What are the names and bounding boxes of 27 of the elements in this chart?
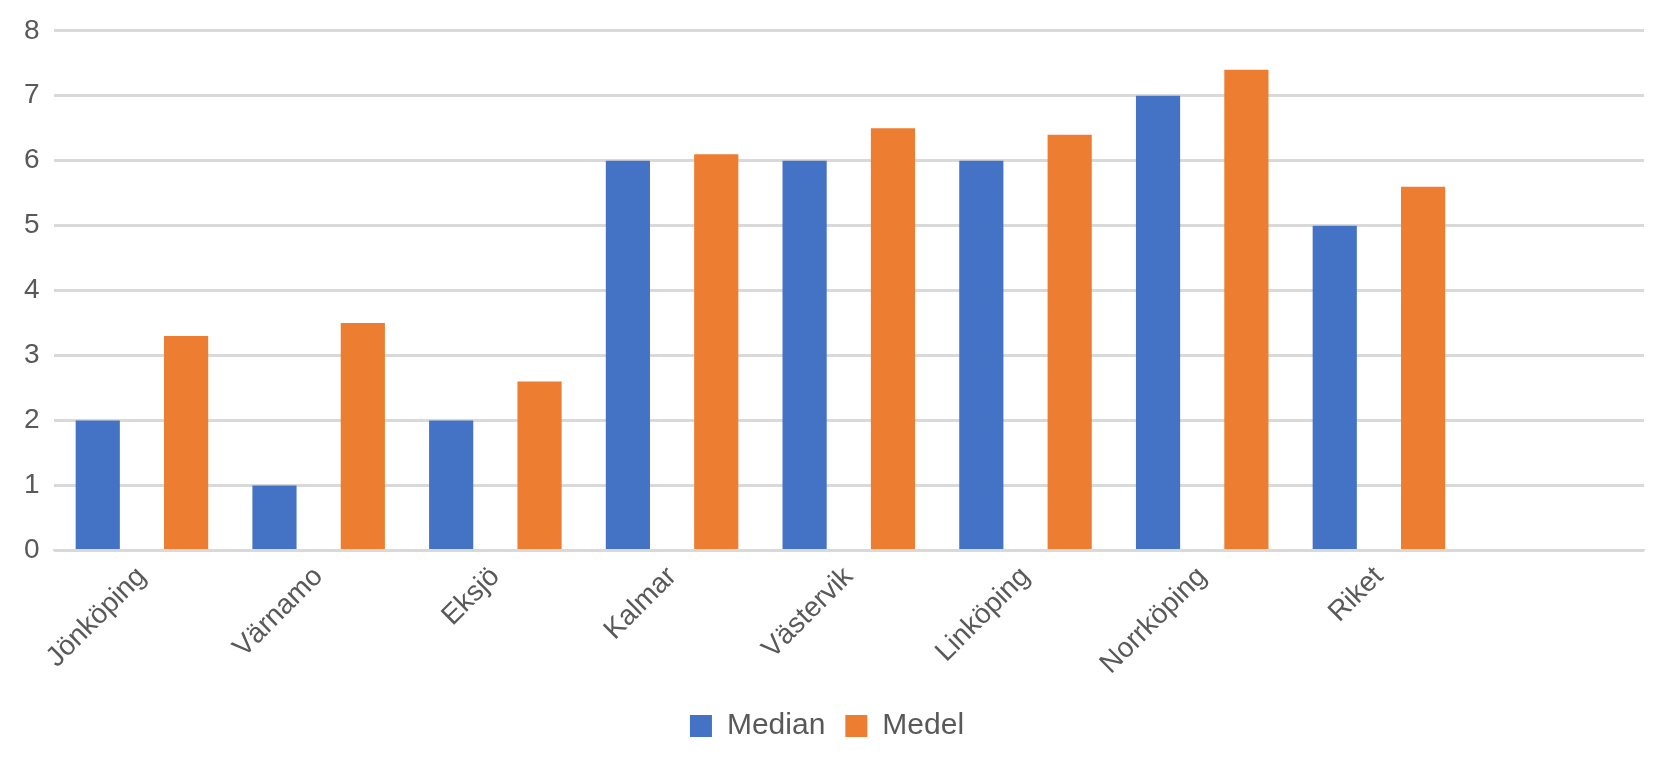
y-tick-label: 7 — [23, 78, 40, 110]
bar — [1401, 186, 1446, 549]
bar — [605, 160, 650, 549]
bar — [1224, 69, 1269, 549]
y-tick-label: 3 — [23, 338, 40, 370]
bar — [1047, 134, 1092, 549]
bar — [340, 323, 385, 549]
bar — [694, 154, 739, 549]
bar — [75, 420, 120, 549]
legend-label: Median — [726, 707, 826, 741]
bar — [1135, 95, 1181, 549]
bar — [252, 485, 297, 549]
bar — [164, 336, 209, 549]
y-tick-label: 4 — [23, 273, 40, 305]
y-tick-label: 0 — [23, 533, 40, 565]
legend-label: Medel — [882, 707, 965, 741]
bar — [429, 420, 474, 549]
bar — [870, 128, 916, 549]
y-tick-label: 6 — [23, 143, 40, 175]
bar — [959, 160, 1004, 549]
bar — [517, 381, 562, 549]
y-tick-label: 8 — [23, 13, 40, 45]
y-tick-label: 2 — [23, 403, 40, 435]
y-tick-label: 5 — [23, 208, 40, 240]
bar — [782, 160, 827, 549]
bar — [1312, 225, 1357, 549]
y-tick-label: 1 — [23, 468, 40, 500]
